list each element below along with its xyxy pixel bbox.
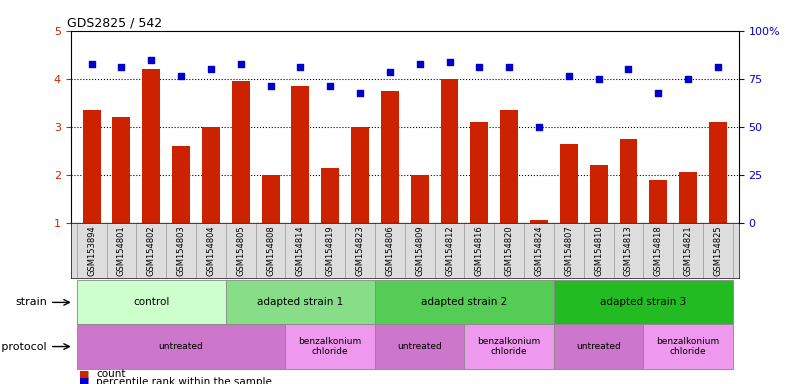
Text: untreated: untreated (398, 342, 442, 351)
Text: GSM154808: GSM154808 (266, 225, 275, 276)
Text: control: control (133, 297, 170, 308)
Text: count: count (96, 369, 126, 379)
Bar (172, 146, 190, 223)
Text: GSM154803: GSM154803 (177, 225, 185, 276)
Bar (554, 324, 644, 369)
Bar (465, 324, 554, 369)
Bar (226, 280, 375, 324)
Point (711, 64, 724, 70)
Bar (500, 110, 518, 223)
Point (533, 124, 545, 130)
Bar (649, 180, 667, 223)
Text: benzalkonium
chloride: benzalkonium chloride (656, 337, 720, 356)
Bar (441, 79, 458, 223)
Bar (411, 175, 428, 223)
Bar (232, 81, 250, 223)
Text: GSM154818: GSM154818 (654, 225, 663, 276)
Point (264, 83, 277, 89)
Text: GSM154821: GSM154821 (684, 225, 692, 276)
Text: GSM154814: GSM154814 (296, 225, 305, 276)
Point (473, 64, 486, 70)
Text: percentile rank within the sample: percentile rank within the sample (96, 377, 272, 384)
Point (681, 76, 694, 82)
Point (503, 64, 516, 70)
Point (652, 90, 665, 96)
Bar (77, 280, 226, 324)
Text: benzalkonium
chloride: benzalkonium chloride (478, 337, 541, 356)
Text: GSM154813: GSM154813 (624, 225, 633, 276)
Bar (590, 165, 608, 223)
Point (86, 61, 98, 68)
Text: untreated: untreated (576, 342, 621, 351)
Bar (262, 175, 280, 223)
Point (324, 83, 336, 89)
Text: benzalkonium
chloride: benzalkonium chloride (299, 337, 362, 356)
Text: GSM154823: GSM154823 (355, 225, 365, 276)
Point (593, 76, 605, 82)
Text: GSM154804: GSM154804 (207, 225, 215, 276)
Text: GSM154820: GSM154820 (505, 225, 514, 276)
Bar (292, 86, 310, 223)
Bar (470, 122, 488, 223)
Bar (530, 220, 548, 223)
Text: untreated: untreated (159, 342, 204, 351)
Bar (202, 127, 220, 223)
Point (145, 56, 157, 63)
Point (174, 73, 187, 79)
Point (116, 64, 128, 70)
Bar (709, 122, 727, 223)
Text: ■: ■ (79, 377, 89, 384)
Point (384, 68, 396, 74)
Point (294, 64, 307, 70)
Bar (375, 280, 554, 324)
Text: GSM153894: GSM153894 (87, 225, 96, 276)
Text: growth protocol: growth protocol (0, 341, 47, 352)
Text: adapted strain 2: adapted strain 2 (421, 297, 508, 308)
Point (354, 90, 366, 96)
Text: GSM154801: GSM154801 (117, 225, 126, 276)
Text: GSM154805: GSM154805 (237, 225, 245, 276)
Point (413, 61, 426, 68)
Text: GSM154824: GSM154824 (534, 225, 543, 276)
Bar (619, 139, 637, 223)
Bar (679, 172, 697, 223)
Bar (381, 91, 399, 223)
Text: GSM154809: GSM154809 (415, 225, 424, 276)
Text: adapted strain 1: adapted strain 1 (257, 297, 343, 308)
Text: GSM154819: GSM154819 (325, 225, 335, 276)
Text: GSM154816: GSM154816 (475, 225, 484, 276)
Bar (351, 127, 369, 223)
Text: strain: strain (15, 297, 47, 308)
Bar (77, 324, 285, 369)
Text: GSM154802: GSM154802 (147, 225, 156, 276)
Text: adapted strain 3: adapted strain 3 (601, 297, 686, 308)
Bar (142, 69, 160, 223)
Text: GSM154807: GSM154807 (564, 225, 573, 276)
Bar (554, 280, 733, 324)
Text: GSM154812: GSM154812 (445, 225, 454, 276)
Bar (112, 117, 130, 223)
Text: GSM154806: GSM154806 (385, 225, 395, 276)
Text: GSM154810: GSM154810 (594, 225, 603, 276)
Bar (285, 324, 375, 369)
Bar (321, 167, 340, 223)
Point (623, 66, 635, 72)
Point (563, 73, 575, 79)
Bar (644, 324, 733, 369)
Bar (375, 324, 465, 369)
Point (443, 59, 456, 65)
Bar (560, 144, 578, 223)
Bar (83, 110, 101, 223)
Text: ■: ■ (79, 369, 89, 379)
Text: GSM154825: GSM154825 (714, 225, 722, 276)
Point (204, 66, 217, 72)
Text: GDS2825 / 542: GDS2825 / 542 (68, 17, 163, 30)
Point (234, 61, 247, 68)
